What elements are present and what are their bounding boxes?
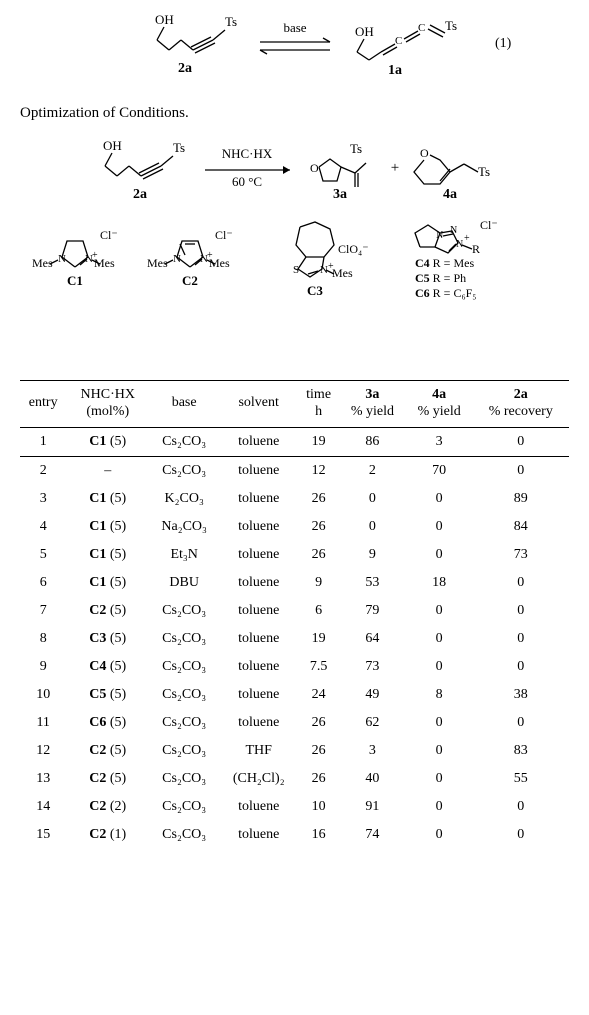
eq-number: (1) (495, 36, 512, 51)
th-2a: 2a% recovery (473, 381, 569, 428)
svg-text:C: C (395, 35, 402, 47)
scheme2-svg: OH Ts 2a NHC·HX 60 °C O Ts 3a + O (25, 132, 565, 362)
svg-text:Mes: Mes (332, 266, 353, 280)
svg-text:N: N (173, 253, 181, 265)
cat-c6: C6 (415, 286, 430, 300)
s2-cond-bot: 60 °C (231, 174, 261, 189)
table-body: 1C1 (5)Cs₂CO₃toluene1986302–Cs₂CO₃toluen… (20, 427, 569, 849)
table-row: 10C5 (5)Cs₂CO₃toluene2449838 (20, 681, 569, 709)
table-row: 6C1 (5)DBUtoluene953180 (20, 569, 569, 597)
svg-text:C6 R = C₆F₅: C6 R = C₆F₅ (415, 286, 477, 300)
svg-text:ClO₄⁻: ClO₄⁻ (338, 242, 369, 256)
table-row: 13C2 (5)Cs₂CO₃(CH₂Cl)₂2640055 (20, 765, 569, 793)
th-nhc: NHC·HX(mol%) (66, 381, 149, 428)
table-row: 11C6 (5)Cs₂CO₃toluene266200 (20, 709, 569, 737)
svg-text:C5 R = Ph: C5 R = Ph (415, 271, 466, 285)
cat-c1: C1 (67, 273, 83, 288)
label-1a: 1a (388, 63, 402, 78)
table-row: 7C2 (5)Cs₂CO₃toluene67900 (20, 597, 569, 625)
table-row: 2–Cs₂CO₃toluene122700 (20, 456, 569, 485)
svg-text:N: N (450, 225, 457, 236)
cat-c5: C5 (415, 271, 430, 285)
s2-4a-ts: Ts (478, 164, 490, 179)
s2-3a-O: O (310, 161, 319, 175)
table-row: 4C1 (5)Na₂CO₃toluene260084 (20, 513, 569, 541)
svg-text:Mes: Mes (147, 256, 168, 270)
s2-4a: 4a (443, 187, 457, 202)
s2-cond-top: NHC·HX (221, 146, 272, 161)
th-time: timeh (298, 381, 339, 428)
table-row: 14C2 (2)Cs₂CO₃toluene109100 (20, 793, 569, 821)
label-oh-left: OH (155, 12, 174, 27)
svg-text:N: N (436, 230, 443, 241)
svg-text:Cl⁻: Cl⁻ (215, 228, 233, 242)
svg-text:N: N (58, 253, 66, 265)
table-row: 15C2 (1)Cs₂CO₃toluene167400 (20, 821, 569, 849)
cat-c4: C4 (415, 256, 430, 270)
th-3a: 3a% yield (339, 381, 406, 428)
table-row: 12C2 (5)Cs₂CO₃THF263083 (20, 737, 569, 765)
svg-text:+: + (464, 233, 470, 244)
s2-ts-sm: Ts (173, 140, 185, 155)
table-row: 5C1 (5)Et₃Ntoluene269073 (20, 541, 569, 569)
th-4a: 4a% yield (406, 381, 473, 428)
table-header-row: entry NHC·HX(mol%) base solvent timeh 3a… (20, 381, 569, 428)
scheme1-svg: OH Ts 2a base OH C C Ts 1a (1) (55, 12, 535, 87)
label-2a-1: 2a (178, 61, 192, 76)
table-row: 3C1 (5)K₂CO₃toluene260089 (20, 485, 569, 513)
s2-2a: 2a (133, 187, 147, 202)
cat-c3: C3 (307, 283, 323, 298)
s2-3a-ts: Ts (350, 141, 362, 156)
arrow-label-base: base (283, 20, 306, 35)
scheme-optimization: OH Ts 2a NHC·HX 60 °C O Ts 3a + O (20, 132, 569, 362)
optimization-table: entry NHC·HX(mol%) base solvent timeh 3a… (20, 380, 569, 849)
th-base: base (149, 381, 219, 428)
svg-text:C: C (418, 22, 425, 34)
th-solv: solvent (219, 381, 298, 428)
svg-text:Mes: Mes (32, 256, 53, 270)
table-row: 9C4 (5)Cs₂CO₃toluene7.57300 (20, 653, 569, 681)
table-row: 1C1 (5)Cs₂CO₃toluene198630 (20, 427, 569, 456)
svg-text:Cl⁻: Cl⁻ (480, 218, 498, 232)
svg-text:Cl⁻: Cl⁻ (100, 228, 118, 242)
label-ts-right: Ts (445, 18, 457, 33)
th-entry: entry (20, 381, 66, 428)
label-oh-right: OH (355, 24, 374, 39)
svg-text:S: S (293, 264, 299, 276)
table-row: 8C3 (5)Cs₂CO₃toluene196400 (20, 625, 569, 653)
scheme-equation-1: OH Ts 2a base OH C C Ts 1a (1) (20, 12, 569, 87)
svg-text:R: R (472, 242, 480, 256)
label-ts-left: Ts (225, 14, 237, 29)
cat-c2: C2 (182, 273, 198, 288)
s2-plus: + (390, 160, 398, 176)
s2-3a: 3a (333, 187, 347, 202)
svg-text:N: N (456, 239, 463, 250)
table-caption: Optimization of Conditions. (20, 105, 569, 122)
s2-4a-O: O (420, 146, 429, 160)
svg-text:C4 R = Mes: C4 R = Mes (415, 256, 474, 270)
s2-oh: OH (103, 138, 122, 153)
